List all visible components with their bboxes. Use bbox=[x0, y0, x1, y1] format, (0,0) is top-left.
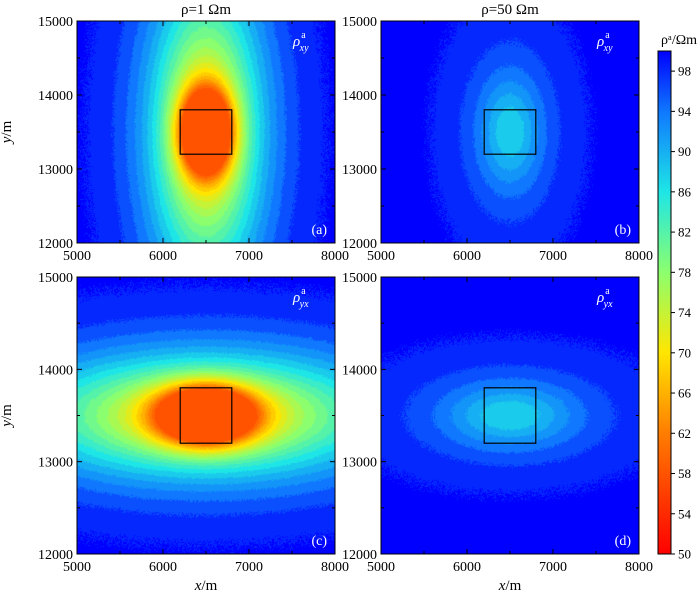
y-tick-label: 13000 bbox=[38, 163, 73, 178]
x-tick-label: 5000 bbox=[367, 560, 395, 575]
y-tick-label: 14000 bbox=[342, 363, 377, 378]
target-box bbox=[179, 109, 233, 155]
y-tick-label: 12000 bbox=[38, 237, 73, 252]
column-title-left: ρ=1 Ωm bbox=[181, 2, 231, 18]
colorbar-tick-label: 78 bbox=[678, 265, 691, 280]
y-tick-label: 15000 bbox=[342, 15, 377, 30]
colorbar-tick-label: 70 bbox=[678, 345, 691, 360]
y-tick-label: 12000 bbox=[342, 237, 377, 252]
target-box bbox=[483, 109, 537, 155]
x-tick-label: 8000 bbox=[321, 249, 349, 264]
colorbar-tick-label: 50 bbox=[678, 547, 691, 562]
component-label: ρa xy bbox=[292, 30, 309, 54]
x-tick-label: 7000 bbox=[235, 560, 263, 575]
y-axis-label: y/m bbox=[0, 120, 15, 145]
colorbar-tick-label: 98 bbox=[678, 64, 691, 79]
y-tick-label: 12000 bbox=[38, 548, 73, 563]
x-tick-label: 8000 bbox=[625, 249, 653, 264]
x-tick-label: 8000 bbox=[321, 560, 349, 575]
colorbar-tick-label: 74 bbox=[678, 305, 692, 320]
target-box bbox=[483, 387, 537, 444]
x-tick-label: 6000 bbox=[453, 560, 481, 575]
component-label: ρa xy bbox=[596, 30, 613, 54]
heatmap-field bbox=[77, 277, 335, 554]
x-tick-label: 5000 bbox=[367, 249, 395, 264]
panel-label: (d) bbox=[615, 534, 632, 549]
component-label: ρa yx bbox=[292, 286, 309, 310]
panel-label: (a) bbox=[311, 223, 327, 238]
colorbar-tick-label: 86 bbox=[678, 184, 692, 199]
panel-label: (c) bbox=[311, 534, 327, 549]
x-tick-label: 6000 bbox=[149, 560, 177, 575]
y-tick-label: 14000 bbox=[38, 363, 73, 378]
component-label: ρa yx bbox=[596, 286, 613, 310]
heatmap-panel-b: 5000 6000 7000 8000 12000 13000 14000 15000 (b) ρ… bbox=[342, 15, 653, 264]
x-axis-label: x/m bbox=[498, 578, 522, 594]
colorbar-tick-label: 54 bbox=[678, 506, 692, 521]
y-tick-label: 14000 bbox=[342, 89, 377, 104]
y-tick-label: 15000 bbox=[38, 271, 73, 286]
colorbar-tick-label: 94 bbox=[678, 104, 692, 119]
x-tick-label: 7000 bbox=[539, 560, 567, 575]
heatmap-field bbox=[381, 277, 639, 554]
heatmap-field bbox=[77, 21, 335, 243]
x-tick-label: 5000 bbox=[63, 560, 91, 575]
heatmap-panel-d: 5000 6000 7000 8000 12000 13000 14000 15000 (d) ρ… bbox=[342, 271, 653, 594]
x-tick-label: 7000 bbox=[235, 249, 263, 264]
colorbar-tick-label: 90 bbox=[678, 144, 691, 159]
column-title-right: ρ=50 Ωm bbox=[481, 2, 539, 18]
x-tick-label: 8000 bbox=[625, 560, 653, 575]
y-tick-label: 13000 bbox=[342, 456, 377, 471]
y-tick-label: 13000 bbox=[342, 163, 377, 178]
y-tick-label: 14000 bbox=[38, 89, 73, 104]
x-tick-label: 6000 bbox=[453, 249, 481, 264]
y-tick-label: 15000 bbox=[38, 15, 73, 30]
colorbar-ticks: 50 54 58 62 66 70 74 78 82 86 90 94 98 bbox=[671, 64, 692, 562]
x-tick-label: 7000 bbox=[539, 249, 567, 264]
panel-label: (b) bbox=[615, 223, 632, 238]
colorbar-tick-label: 66 bbox=[678, 386, 692, 401]
colorbar: ρᵃ/Ωm 50 54 58 62 66 70 74 78 82 86 90 94 98 bbox=[657, 33, 697, 562]
heatmap-panels: 5000 6000 7000 800012000130001400015000(a)ρ… bbox=[0, 15, 653, 594]
colorbar-tick-label: 82 bbox=[678, 225, 691, 240]
heatmap-field bbox=[381, 21, 639, 243]
y-tick-label: 15000 bbox=[342, 271, 377, 286]
colorbar-title: ρᵃ/Ωm bbox=[661, 33, 697, 48]
colorbar-tick-label: 58 bbox=[678, 466, 691, 481]
colorbar-gradient bbox=[657, 50, 672, 555]
target-box bbox=[179, 387, 233, 444]
y-tick-label: 13000 bbox=[38, 456, 73, 471]
x-tick-label: 5000 bbox=[63, 249, 91, 264]
heatmap-panel-a: 5000 6000 7000 8000 12000 13000 14000 15000 (a) ρ… bbox=[0, 15, 349, 264]
heatmap-panel-c: 5000 6000 7000 8000 12000 13000 14000 15000 (c) ρ… bbox=[0, 271, 349, 594]
y-tick-label: 12000 bbox=[342, 548, 377, 563]
y-axis-label: y/m bbox=[0, 404, 15, 429]
colorbar-tick-label: 62 bbox=[678, 426, 691, 441]
x-tick-label: 6000 bbox=[149, 249, 177, 264]
x-axis-label: x/m bbox=[194, 578, 218, 594]
